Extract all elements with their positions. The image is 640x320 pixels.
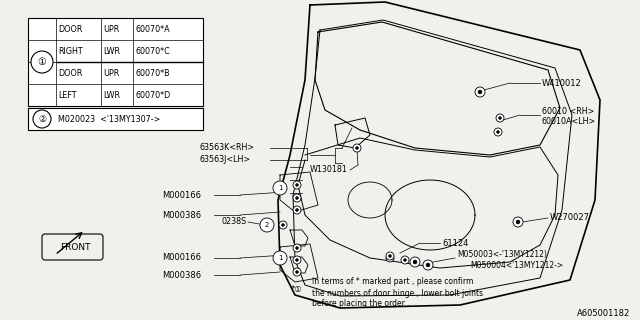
Text: 2: 2	[265, 222, 269, 228]
Circle shape	[403, 259, 406, 261]
Circle shape	[273, 251, 287, 265]
Text: M000166: M000166	[162, 253, 201, 262]
Circle shape	[296, 246, 298, 250]
Text: LWR: LWR	[103, 46, 120, 55]
Circle shape	[478, 90, 482, 94]
Text: A605001182: A605001182	[577, 308, 630, 317]
Text: W410012: W410012	[542, 78, 582, 87]
Text: M000386: M000386	[162, 211, 201, 220]
Circle shape	[355, 147, 358, 149]
Circle shape	[296, 270, 298, 274]
Text: ②: ②	[38, 115, 46, 124]
Circle shape	[260, 218, 274, 232]
Text: 1: 1	[278, 185, 282, 191]
Text: In terms of * marked part , please confirm: In terms of * marked part , please confi…	[312, 277, 474, 286]
Circle shape	[293, 244, 301, 252]
Text: 61124: 61124	[442, 238, 468, 247]
Text: 60010 <RH>: 60010 <RH>	[542, 108, 595, 116]
Text: UPR: UPR	[103, 68, 119, 77]
Circle shape	[296, 196, 298, 199]
Circle shape	[386, 254, 394, 262]
Text: M000386: M000386	[162, 270, 201, 279]
Text: M020023  <'13MY1307->: M020023 <'13MY1307->	[58, 115, 161, 124]
Circle shape	[423, 260, 433, 270]
Circle shape	[279, 221, 287, 229]
Circle shape	[293, 206, 301, 214]
Circle shape	[388, 257, 392, 260]
Circle shape	[273, 181, 287, 195]
Text: RIGHT: RIGHT	[58, 46, 83, 55]
Circle shape	[282, 223, 285, 227]
Circle shape	[296, 259, 298, 261]
Circle shape	[33, 110, 51, 128]
Text: LEFT: LEFT	[58, 91, 77, 100]
Circle shape	[388, 254, 392, 258]
Circle shape	[513, 217, 523, 227]
Text: 60070*D: 60070*D	[135, 91, 170, 100]
Text: the numbers of door hinge , lower bolt joints: the numbers of door hinge , lower bolt j…	[312, 289, 483, 298]
Circle shape	[411, 258, 419, 266]
Text: M000166: M000166	[162, 190, 201, 199]
Text: ①: ①	[38, 57, 46, 67]
Circle shape	[410, 257, 420, 267]
Circle shape	[475, 87, 485, 97]
Text: 63563K<RH>: 63563K<RH>	[200, 143, 255, 153]
Circle shape	[293, 268, 301, 276]
Circle shape	[499, 116, 502, 119]
Text: *①: *①	[291, 285, 303, 294]
Circle shape	[496, 114, 504, 122]
Text: W130181: W130181	[310, 165, 348, 174]
Circle shape	[401, 256, 409, 264]
Text: DOOR: DOOR	[58, 68, 83, 77]
Bar	[28, 108, 203, 130]
Text: 0238S: 0238S	[222, 218, 247, 227]
Circle shape	[426, 263, 430, 267]
Text: M050004<'13MY1212->: M050004<'13MY1212->	[470, 261, 563, 270]
Text: W270027: W270027	[550, 213, 590, 222]
Circle shape	[296, 209, 298, 212]
Text: 60010A<LH>: 60010A<LH>	[542, 117, 596, 126]
Circle shape	[413, 260, 417, 263]
Text: M050003<-'13MY1212): M050003<-'13MY1212)	[457, 251, 547, 260]
Circle shape	[497, 131, 499, 133]
Circle shape	[293, 256, 301, 264]
Text: UPR: UPR	[103, 25, 119, 34]
Text: before placing the order .: before placing the order .	[312, 300, 410, 308]
Circle shape	[516, 220, 520, 224]
Circle shape	[293, 194, 301, 202]
Text: 60070*A: 60070*A	[135, 25, 170, 34]
Text: FRONT: FRONT	[60, 243, 90, 252]
Circle shape	[494, 128, 502, 136]
Circle shape	[31, 51, 53, 73]
Text: DOOR: DOOR	[58, 25, 83, 34]
Bar	[28, 18, 203, 106]
Text: 1: 1	[278, 255, 282, 261]
Text: 63563J<LH>: 63563J<LH>	[200, 156, 251, 164]
Circle shape	[293, 181, 301, 189]
Text: LWR: LWR	[103, 91, 120, 100]
Text: 60070*C: 60070*C	[135, 46, 170, 55]
Circle shape	[296, 183, 298, 187]
Circle shape	[386, 252, 394, 260]
Circle shape	[353, 144, 361, 152]
Circle shape	[413, 260, 417, 264]
Text: 60070*B: 60070*B	[135, 68, 170, 77]
